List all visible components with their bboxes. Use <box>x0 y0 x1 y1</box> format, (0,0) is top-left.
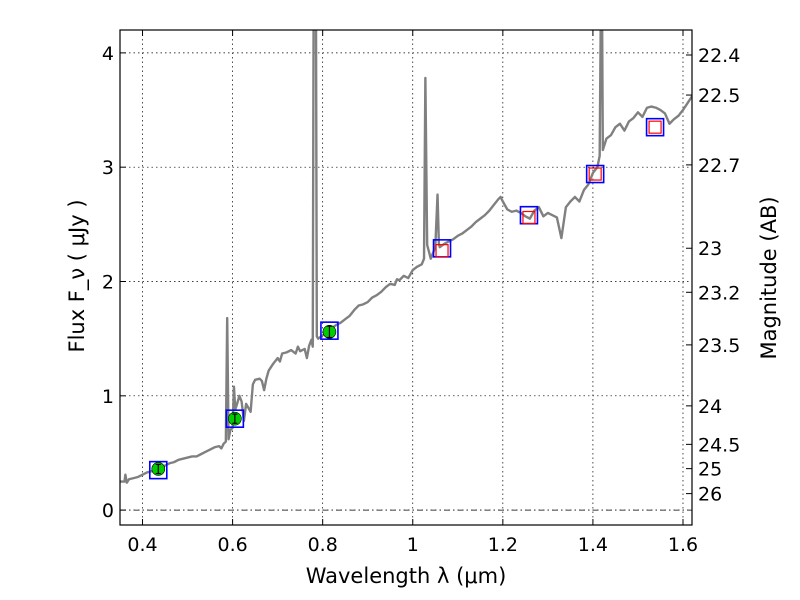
x-tick-label: 1.4 <box>578 534 608 556</box>
mag-tick-label: 23.5 <box>698 335 740 357</box>
mag-tick-label: 25 <box>698 459 722 481</box>
x-tick-label: 1 <box>407 534 419 556</box>
y-tick-label: 0 <box>102 500 114 522</box>
y-tick-label: 2 <box>102 272 114 294</box>
model-flux-square <box>148 460 168 480</box>
y-axis-label: Flux F_ν ( μJy ) <box>65 199 90 352</box>
spectrum-line <box>120 30 692 484</box>
x-tick-label: 0.4 <box>127 534 157 556</box>
photometry-points <box>148 117 665 480</box>
spectrum-series <box>120 30 692 484</box>
x-tick-label: 1.2 <box>488 534 518 556</box>
mag-tick-label: 24 <box>698 396 722 418</box>
right-axis-label: Magnitude (AB) <box>757 196 781 359</box>
model-flux-square <box>645 117 665 137</box>
y-tick-label: 1 <box>102 386 114 408</box>
x-axis-label: Wavelength λ (μm) <box>306 564 507 588</box>
mag-tick-label: 23.2 <box>698 282 740 304</box>
mag-tick-label: 22.4 <box>698 45 740 67</box>
x-tick-label: 0.6 <box>217 534 247 556</box>
mag-tick-label: 22.7 <box>698 155 740 177</box>
model-flux-square <box>225 409 245 428</box>
interp-flux-square <box>435 244 449 258</box>
plot-frame <box>119 29 693 526</box>
x-tick-label: 0.8 <box>308 534 338 556</box>
model-flux-square <box>320 321 339 340</box>
mag-tick-label: 26 <box>698 484 722 506</box>
y-tick-label: 3 <box>102 157 114 179</box>
mag-tick-label: 22.5 <box>698 85 740 107</box>
interp-flux-square <box>588 167 602 181</box>
mag-tick-label: 23 <box>698 238 722 260</box>
grid-lines <box>120 30 692 525</box>
x-tick-label: 1.6 <box>668 534 698 556</box>
mag-tick-label: 24.5 <box>698 434 740 456</box>
model-flux-square <box>585 164 605 184</box>
y-tick-label: 4 <box>102 43 114 65</box>
interp-flux-square <box>522 210 536 225</box>
interp-flux-square <box>648 120 662 134</box>
